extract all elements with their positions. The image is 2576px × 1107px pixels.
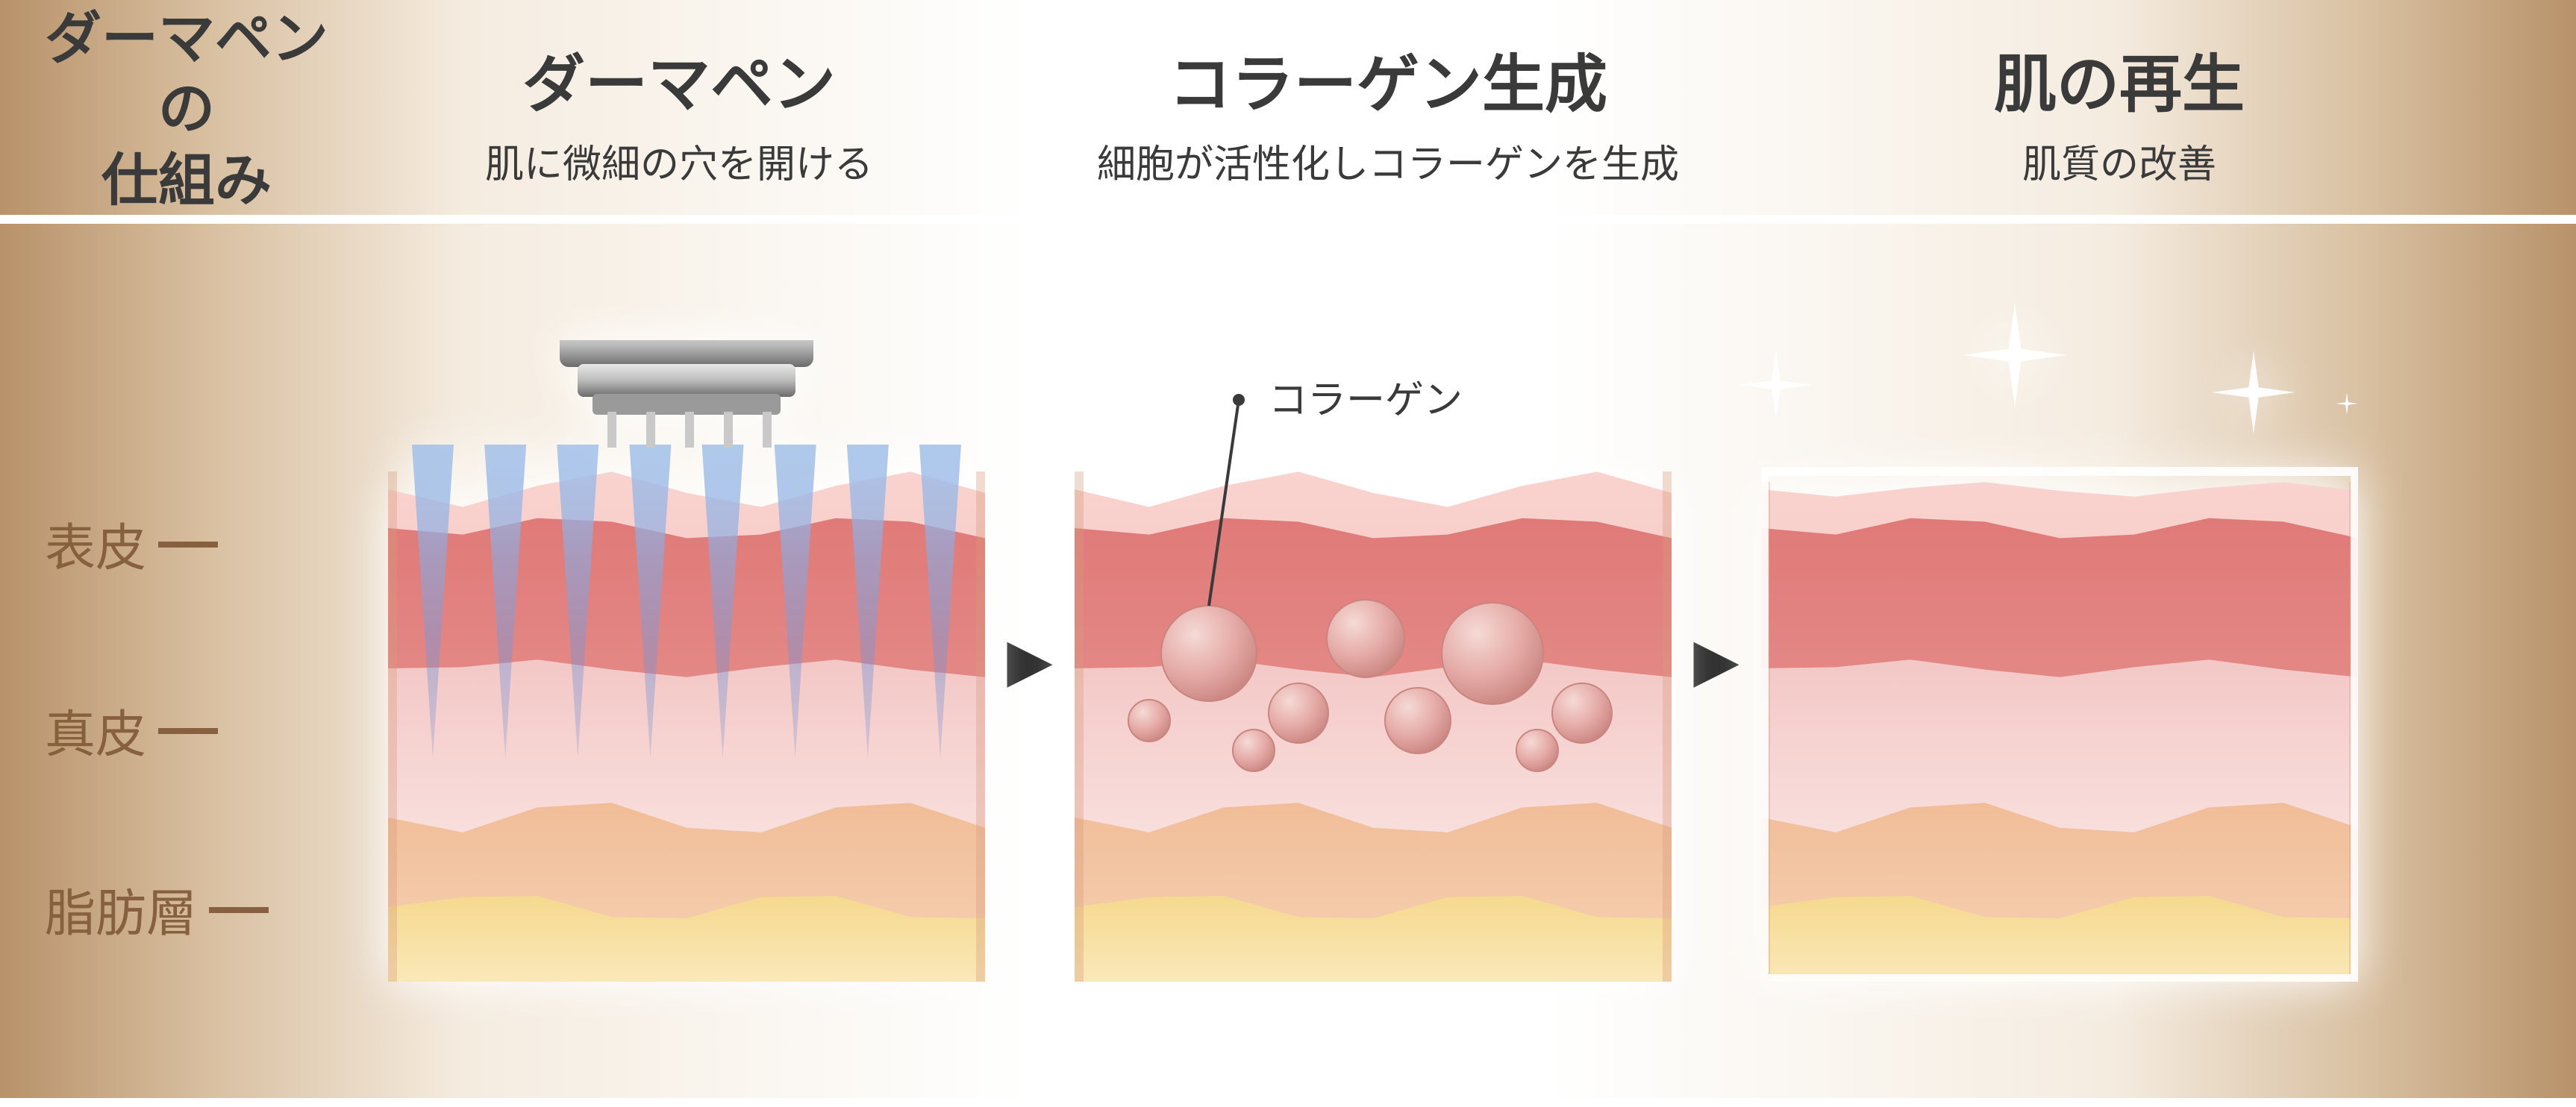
panel-step-2: コラーゲン (1075, 340, 1672, 982)
header-main-title: ダーマペンの 仕組み (0, 6, 343, 219)
header-step-2: コラーゲン生成 細胞が活性化しコラーゲンを生成 (1015, 34, 1761, 189)
step3-subtitle: 肌質の改善 (1761, 134, 2477, 189)
step1-subtitle: 肌に微細の穴を開ける (343, 134, 1015, 189)
collagen-callout-label: コラーゲン (1269, 370, 1463, 425)
label-dermis: 真皮 (45, 694, 218, 767)
label-fat: 脂肪層 (45, 873, 269, 946)
panel-step-1 (388, 340, 985, 982)
step1-title: ダーマペン (343, 34, 1015, 125)
header-row: ダーマペンの 仕組み ダーマペン 肌に微細の穴を開ける コラーゲン生成 細胞が活… (0, 0, 2576, 224)
skin-layer-labels: 表皮 真皮 脂肪層 (45, 224, 373, 1098)
header-step-3: 肌の再生 肌質の改善 (1761, 34, 2477, 189)
main-title-line2: 仕組み (101, 151, 272, 213)
infographic-root: ダーマペンの 仕組み ダーマペン 肌に微細の穴を開ける コラーゲン生成 細胞が活… (0, 0, 2576, 1107)
diagram-body: 表皮 真皮 脂肪層 (0, 224, 2576, 1098)
step2-title: コラーゲン生成 (1015, 34, 1761, 125)
arrow-icon-1: ▶ (985, 627, 1075, 695)
panel-step-3 (1761, 340, 2358, 982)
panel-row: ▶ (388, 224, 2516, 1098)
step2-subtitle: 細胞が活性化しコラーゲンを生成 (1015, 134, 1761, 189)
arrow-icon-2: ▶ (1672, 627, 1761, 695)
main-title-line1: ダーマペンの (45, 9, 328, 142)
label-epidermis: 表皮 (45, 507, 218, 580)
step3-title: 肌の再生 (1761, 34, 2477, 125)
header-step-1: ダーマペン 肌に微細の穴を開ける (343, 34, 1015, 189)
